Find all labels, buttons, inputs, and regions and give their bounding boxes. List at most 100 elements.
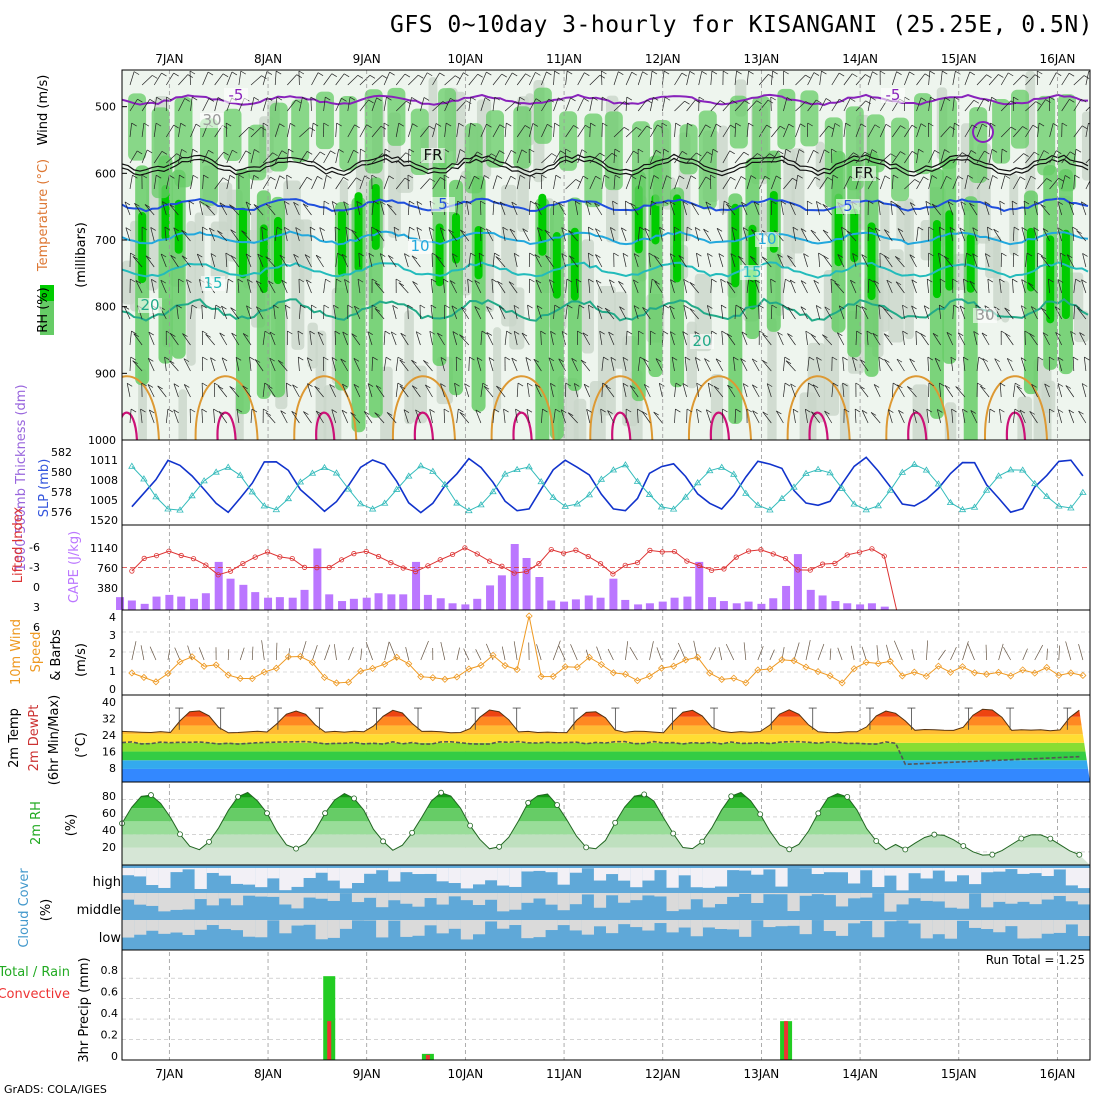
wind-barb-flag	[926, 408, 933, 413]
wind-barb-flag	[542, 408, 548, 413]
wind-barb-10m	[365, 641, 373, 661]
wind-barb-flag	[674, 226, 680, 231]
li-marker	[511, 570, 517, 576]
wind-barb	[669, 305, 675, 320]
cloud-gap	[860, 920, 873, 922]
rh-patch-upper	[533, 87, 552, 144]
wind-barb	[299, 151, 308, 164]
thickness-marker	[730, 470, 738, 477]
wind-barb	[443, 174, 445, 190]
contour-label-bg	[690, 334, 714, 349]
cloud-gap	[1017, 868, 1030, 874]
wind-barb-flag	[367, 383, 374, 387]
rh-patch-light	[404, 310, 414, 425]
cape-bar	[683, 596, 692, 610]
wind-barb-flag	[276, 96, 283, 101]
wind-barb	[230, 255, 240, 268]
wind-barb	[553, 305, 556, 320]
wind-barb	[526, 409, 530, 424]
wind-barb	[1037, 150, 1045, 164]
wind-barb	[299, 97, 303, 112]
wind-barb	[157, 385, 167, 398]
wind-barb	[173, 383, 179, 398]
wind-barb	[601, 357, 604, 372]
wind-barb	[629, 385, 639, 398]
wind-barb	[637, 409, 639, 424]
wind-barb-flag	[991, 149, 998, 153]
wind-speed-marker	[838, 679, 846, 687]
wind-barb	[972, 227, 978, 242]
wind-barb-flag	[792, 226, 799, 231]
wind-barb	[891, 175, 894, 190]
wind-barb	[981, 332, 990, 346]
wind-barb-flag	[232, 149, 238, 154]
cloud-gap	[364, 868, 377, 874]
wind-barb	[225, 253, 228, 268]
wind-barb	[474, 306, 482, 320]
wind-barb	[622, 383, 627, 398]
wind-barb-flag	[953, 304, 959, 309]
rh-patch-upper	[938, 97, 957, 169]
wind-barb	[565, 71, 568, 86]
wind-barb-flag	[477, 151, 483, 156]
wind-barb-10m	[876, 645, 879, 661]
contour-label: 30	[975, 306, 994, 324]
wind-barb-flag	[1040, 204, 1046, 208]
rh-patch-mid	[449, 179, 464, 396]
wind-barb	[392, 305, 397, 320]
rh-marker	[206, 838, 212, 845]
wind-barb-10m	[552, 640, 561, 661]
wind-barb-flag	[1011, 200, 1018, 205]
wind-barb	[654, 281, 663, 294]
wind-barb-flag	[182, 333, 188, 337]
wind-barb	[867, 279, 870, 294]
wind-barb-flag	[633, 279, 639, 284]
thickness-marker	[826, 469, 834, 476]
wind-barb	[416, 201, 421, 216]
wind-barb	[516, 73, 526, 86]
wind-barb	[976, 123, 983, 138]
thickness-marker	[549, 493, 557, 500]
wind-barb-flag	[425, 384, 431, 389]
wind-barb	[683, 279, 687, 294]
wind-barb-flag	[358, 252, 364, 257]
cape-bar	[843, 603, 852, 610]
wind-barb-flag	[180, 122, 186, 127]
wind-barb	[567, 412, 578, 424]
wind-barb-flag	[653, 255, 660, 260]
wind-barb-flag	[644, 227, 650, 232]
wind-barb	[841, 227, 845, 242]
wind-barb-flag	[669, 253, 676, 257]
contour-15	[122, 261, 1089, 279]
rh-patch-dark	[1061, 229, 1070, 320]
date-label-top: 14JAN	[842, 52, 878, 66]
wind-barb	[601, 382, 603, 398]
wind-barb	[516, 383, 519, 398]
ylabel-convective: Convective	[0, 987, 70, 1002]
wind-barb-flag	[595, 175, 601, 180]
date-label-bottom: 8JAN	[254, 1067, 282, 1081]
wind-barb-flag	[1081, 98, 1087, 103]
wind-barb	[202, 150, 209, 164]
wind-barb	[226, 149, 233, 164]
cloud-gap	[1029, 868, 1042, 874]
wind-barb	[311, 72, 319, 86]
wind-barb-flag	[904, 96, 910, 101]
cloud-gap	[472, 868, 486, 885]
wind-speed-marker	[188, 653, 196, 661]
wind-barb-flag	[130, 278, 136, 283]
wind-barb-flag	[1013, 252, 1019, 257]
wind-speed-marker	[212, 661, 220, 669]
wind-barb-flag	[580, 359, 587, 364]
wind-barb-flag	[1082, 253, 1088, 257]
cloud-gap	[206, 868, 219, 873]
contour-neg5	[122, 93, 1089, 106]
wind-barb-flag	[383, 122, 390, 127]
wind-barb-flag	[1074, 304, 1080, 309]
cloud-gap	[908, 893, 921, 899]
wind-barb-flag	[744, 100, 750, 105]
wind-barb-flag	[800, 280, 807, 284]
wind-barb-flag	[987, 278, 994, 283]
cloud-gap	[618, 868, 631, 881]
cloud-gap	[460, 893, 473, 901]
